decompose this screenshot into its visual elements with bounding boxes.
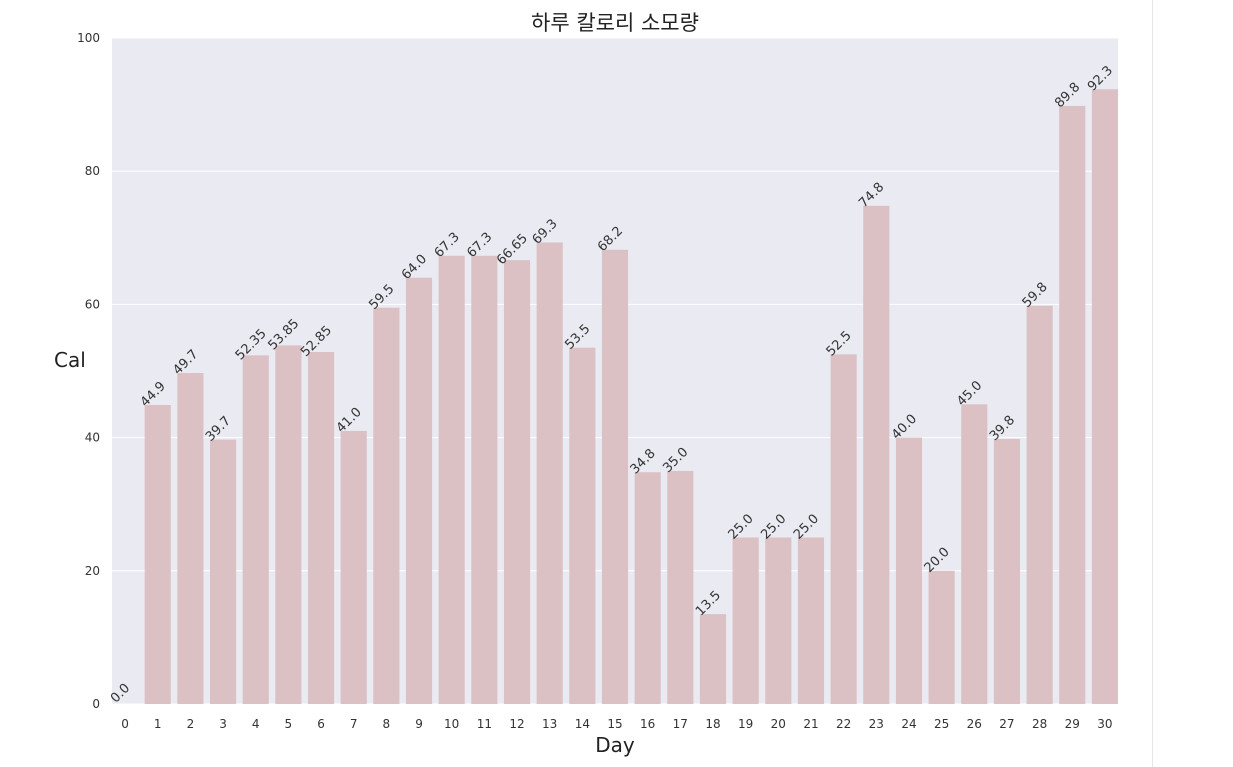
y-tick-label: 80 xyxy=(85,164,100,178)
y-tick-label: 60 xyxy=(85,297,100,311)
x-tick-label: 7 xyxy=(350,717,358,731)
x-axis-title: Day xyxy=(595,733,635,757)
bar xyxy=(797,537,825,704)
bar xyxy=(307,352,335,704)
x-tick-label: 12 xyxy=(509,717,524,731)
bar xyxy=(830,354,857,704)
bar xyxy=(699,614,727,704)
bar xyxy=(1059,105,1086,704)
x-tick-label: 8 xyxy=(383,717,391,731)
x-tick-label: 2 xyxy=(187,717,195,731)
x-tick-label: 4 xyxy=(252,717,260,731)
bar xyxy=(601,249,629,704)
bar xyxy=(503,260,531,704)
x-tick-label: 27 xyxy=(999,717,1014,731)
bar xyxy=(1091,89,1118,705)
bar xyxy=(993,438,1021,704)
x-tick-label: 9 xyxy=(415,717,423,731)
bar xyxy=(209,439,237,704)
x-tick-label: 30 xyxy=(1097,717,1112,731)
x-tick-label: 0 xyxy=(121,717,129,731)
x-tick-label: 19 xyxy=(738,717,753,731)
bar xyxy=(895,437,923,704)
bar xyxy=(765,537,792,704)
y-tick-labels: 0 20 40 60 80 100 xyxy=(77,31,100,711)
bar xyxy=(275,345,302,704)
x-tick-label: 6 xyxy=(317,717,325,731)
y-tick-label: 40 xyxy=(85,431,100,445)
bar xyxy=(438,255,465,705)
x-tick-label: 20 xyxy=(771,717,786,731)
y-axis-title: Cal xyxy=(54,348,86,372)
y-tick-label: 0 xyxy=(92,697,100,711)
x-tick-label: 21 xyxy=(803,717,818,731)
x-tick-label: 10 xyxy=(444,717,459,731)
bar xyxy=(536,242,563,704)
x-tick-label: 17 xyxy=(673,717,688,731)
x-tick-label: 24 xyxy=(901,717,916,731)
bar xyxy=(863,205,890,704)
x-tick-label: 23 xyxy=(869,717,884,731)
x-tick-label: 13 xyxy=(542,717,557,731)
y-tick-label: 20 xyxy=(85,564,100,578)
bar xyxy=(569,347,596,704)
x-tick-label: 14 xyxy=(575,717,590,731)
x-tick-labels: 0 1 2 3 4 5 6 7 8 9 10 11 12 13 14 15 16 17 18 19 20 21 22 23 24… xyxy=(121,717,1112,731)
y-tick-label: 100 xyxy=(77,31,100,45)
panel-divider xyxy=(1152,0,1153,767)
x-tick-label: 1 xyxy=(154,717,162,731)
x-tick-label: 3 xyxy=(219,717,227,731)
bar xyxy=(373,307,400,704)
x-tick-label: 5 xyxy=(285,717,293,731)
x-tick-label: 25 xyxy=(934,717,949,731)
bar xyxy=(928,570,955,704)
x-tick-label: 16 xyxy=(640,717,655,731)
bar xyxy=(732,537,759,704)
bar xyxy=(961,404,988,704)
x-tick-label: 26 xyxy=(967,717,982,731)
chart-title: 하루 칼로리 소모량 xyxy=(531,11,699,35)
x-tick-label: 29 xyxy=(1065,717,1080,731)
bar xyxy=(634,472,661,704)
x-tick-label: 22 xyxy=(836,717,851,731)
bars xyxy=(144,89,1118,705)
x-tick-label: 15 xyxy=(607,717,622,731)
bar xyxy=(667,470,694,704)
x-tick-label: 28 xyxy=(1032,717,1047,731)
bar xyxy=(471,255,498,705)
bar xyxy=(405,277,433,704)
bar xyxy=(144,404,171,704)
bar xyxy=(340,430,367,704)
bar xyxy=(177,372,204,704)
x-tick-label: 11 xyxy=(477,717,492,731)
bar xyxy=(1026,305,1053,704)
x-tick-label: 18 xyxy=(705,717,720,731)
bar xyxy=(242,355,269,704)
